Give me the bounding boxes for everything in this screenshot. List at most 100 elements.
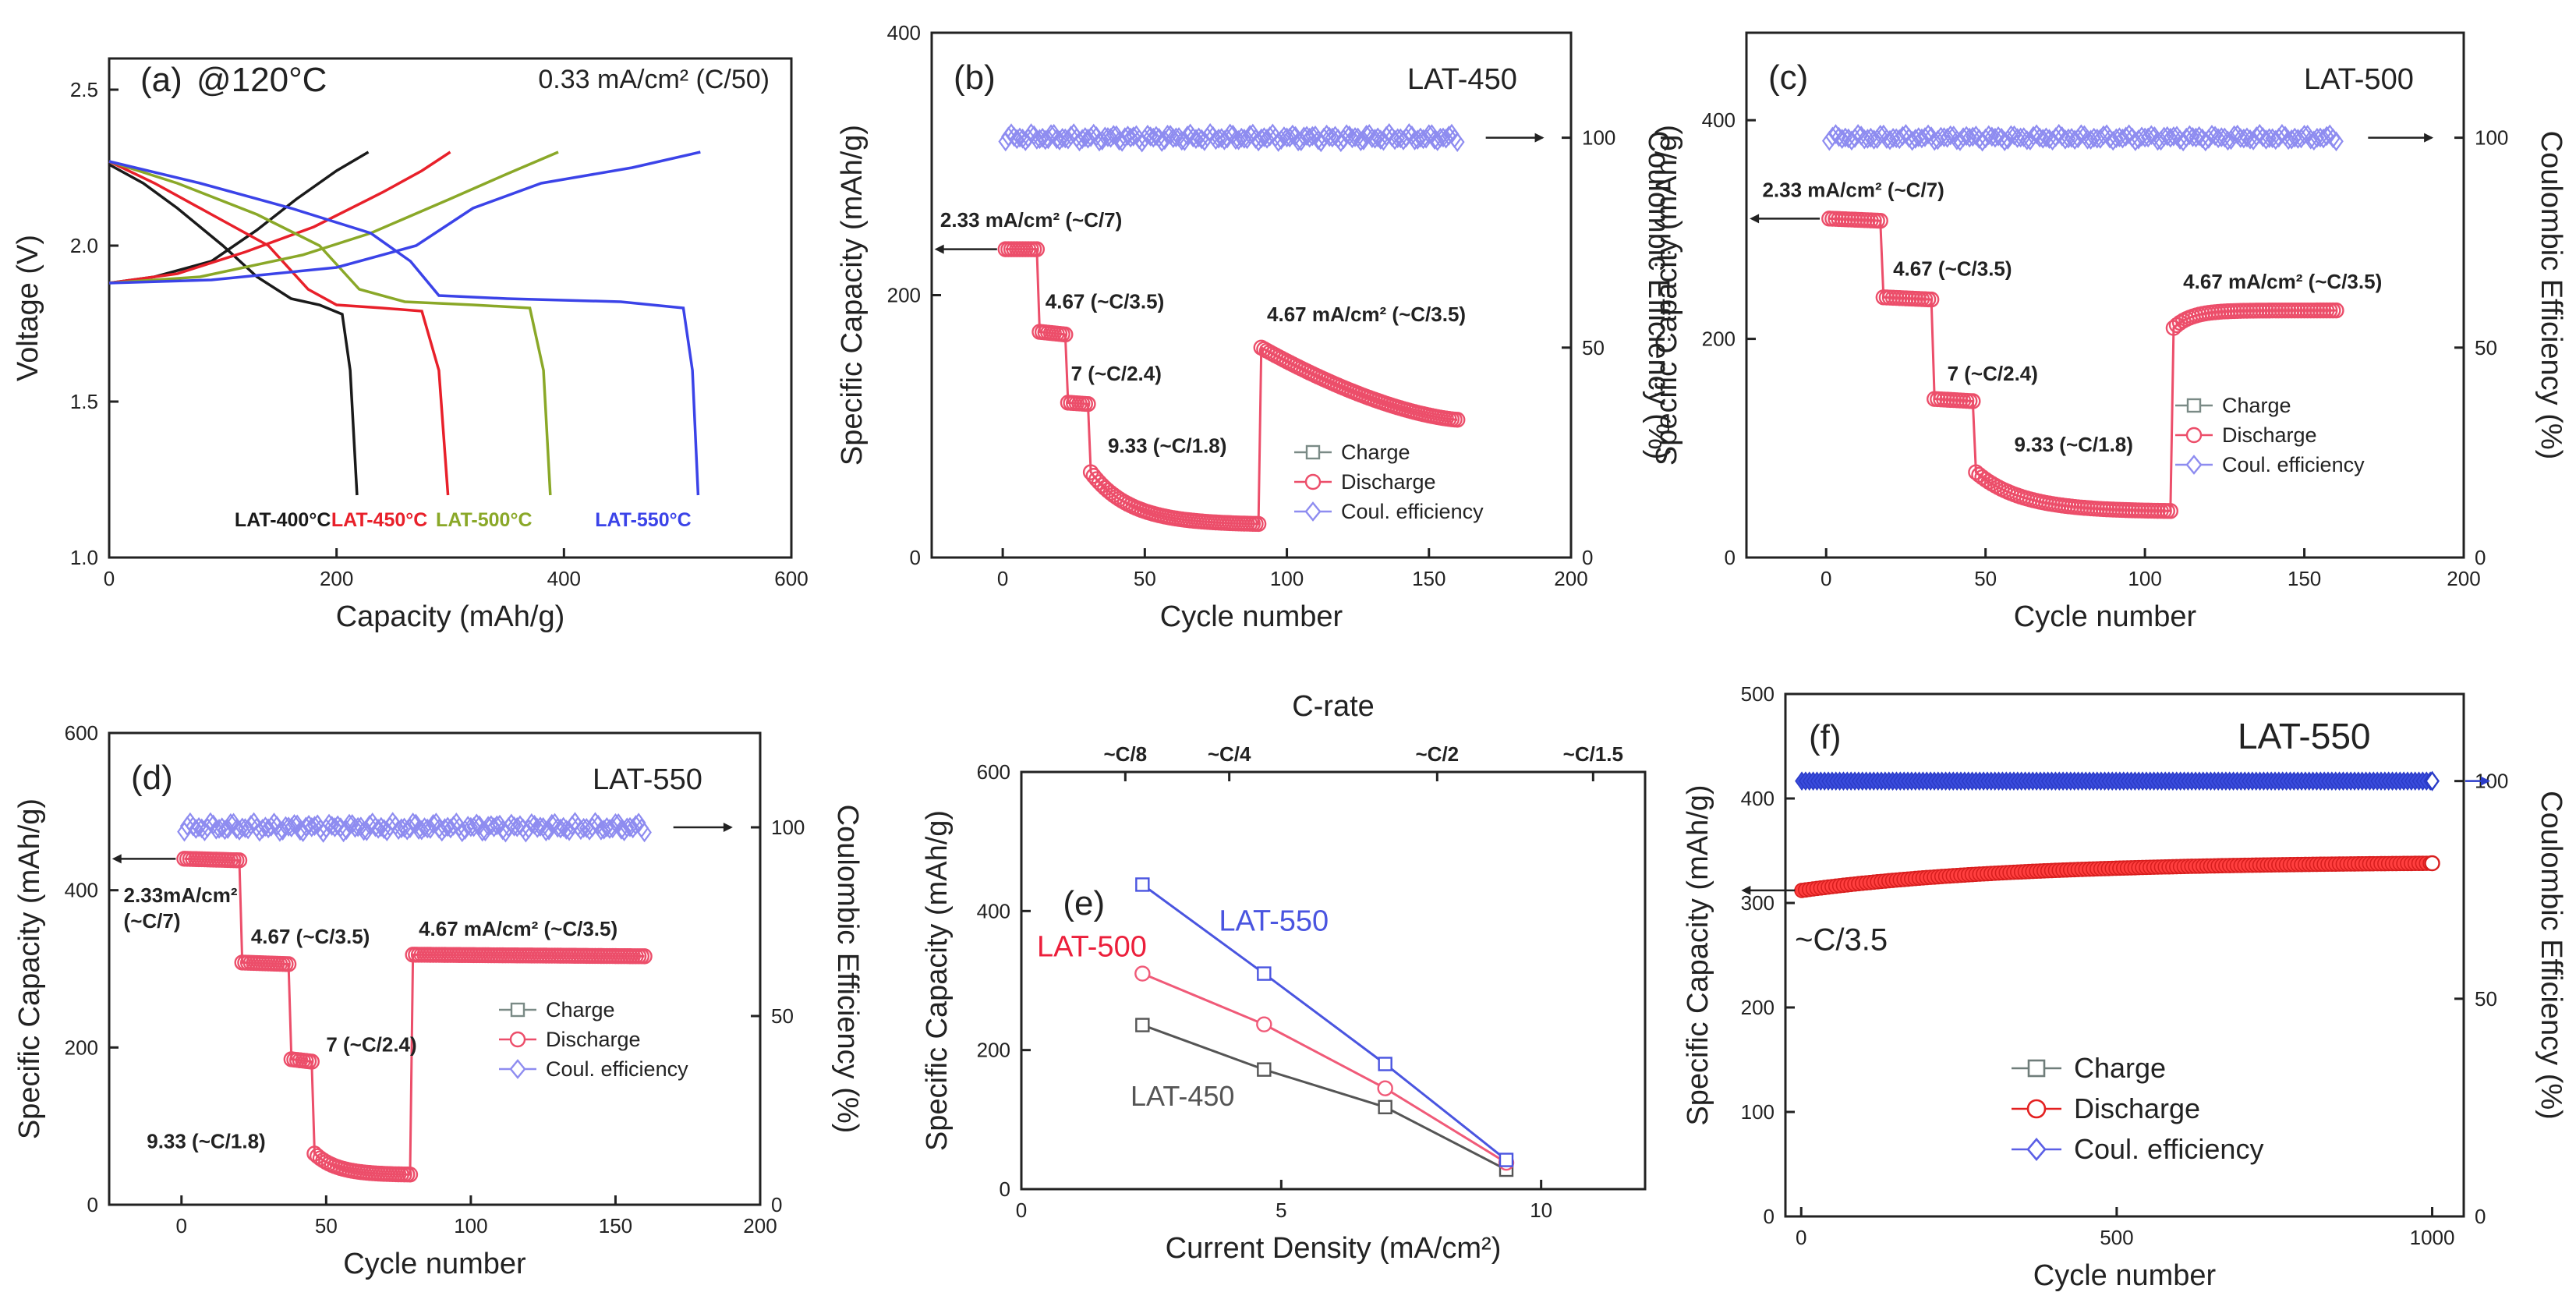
y-tick-label: 2.5 — [70, 78, 98, 101]
ce-marker — [541, 820, 557, 841]
ce-marker — [1185, 127, 1201, 148]
discharge-curve — [108, 163, 359, 496]
arrow-left-head — [111, 854, 122, 864]
legend-marker-circle — [2185, 427, 2203, 444]
ce-marker — [1177, 130, 1192, 151]
annotation: (~C/7) — [124, 909, 181, 933]
y-tick-label: 0 — [910, 546, 921, 569]
y-tick-label: 0 — [87, 1193, 98, 1216]
y-tick-label: 0 — [1725, 546, 1736, 569]
discharge-marker — [303, 1053, 320, 1070]
ce-marker — [1364, 128, 1380, 148]
x-axis-label: Cycle number — [2033, 1259, 2217, 1292]
annotation: 7 (~C/2.4) — [1948, 362, 2038, 385]
y-tick-label: 200 — [1702, 328, 1736, 351]
y-tick-label: 300 — [1741, 891, 1775, 915]
y-tick-label: 400 — [977, 899, 1010, 922]
ce-marker — [553, 818, 568, 839]
series-marker — [1135, 1018, 1150, 1032]
ce-marker — [2297, 124, 2312, 145]
annotation: 4.67 mA/cm² (~C/3.5) — [2183, 270, 2382, 293]
chart-title: LAT-550 — [2238, 716, 2370, 756]
ce-marker — [1825, 126, 1840, 147]
x-tick-label: 1000 — [2410, 1226, 2455, 1249]
y-tick-label: 200 — [887, 284, 921, 307]
series-marker — [1499, 1152, 1514, 1167]
ce-marker — [417, 817, 432, 837]
ce-marker — [1997, 131, 2012, 151]
ce-marker — [1148, 126, 1164, 147]
chart-title: LAT-500 — [2304, 63, 2414, 96]
annotation: 4.67 (~C/3.5) — [1046, 289, 1164, 313]
ce-marker — [1870, 129, 1885, 150]
y-axis-label: Specific Capacity (mAh/g) — [921, 810, 954, 1151]
x-axis-label: Cycle number — [1160, 600, 1343, 633]
panel-label: (a) — [140, 61, 182, 99]
x-tick-label: 10 — [1530, 1198, 1552, 1222]
y-axis-label: Specific Capacity (mAh/g) — [836, 125, 869, 466]
y-tick-label: 100 — [1741, 1100, 1775, 1124]
annotation: 2.33 mA/cm² (~C/7) — [940, 208, 1122, 232]
y2-tick-label: 100 — [771, 816, 805, 839]
plot-frame — [108, 731, 762, 1206]
chart-title: LAT-550 — [593, 763, 702, 796]
ce-marker — [1145, 127, 1161, 148]
ce-marker — [2259, 129, 2273, 150]
y2-tick-label: 0 — [771, 1193, 782, 1216]
panel-label: (c) — [1768, 58, 1808, 97]
ce-marker — [1174, 130, 1190, 151]
y2-axis-label: Coulombic Efficiency (%) — [1642, 131, 1675, 460]
discharge-marker — [402, 1167, 419, 1183]
ce-marker — [1180, 126, 1195, 146]
x-tick-label: 50 — [315, 1214, 338, 1237]
annotation: 4.67 (~C/3.5) — [1893, 257, 2012, 280]
ce-marker — [2274, 123, 2290, 144]
panel-label: (b) — [954, 58, 996, 97]
ce-marker — [2220, 130, 2235, 151]
discharge-marker — [231, 852, 248, 869]
ce-marker — [356, 820, 371, 841]
legend-label: Charge — [546, 998, 615, 1021]
y-tick-label: 400 — [65, 879, 98, 902]
ce-marker — [1368, 129, 1382, 149]
ce-marker — [1421, 124, 1437, 144]
chart-subtitle: 0.33 mA/cm² (C/50) — [538, 65, 770, 94]
ce-marker — [2051, 123, 2067, 144]
legend-marker-circle — [1304, 473, 1322, 490]
discharge-marker — [2162, 503, 2179, 519]
ce-marker — [1322, 126, 1337, 147]
ce-marker — [1427, 129, 1442, 150]
ce-marker — [1990, 126, 2006, 147]
y-tick-label: 0 — [1000, 1177, 1010, 1201]
x-tick-label: 150 — [1412, 567, 1445, 590]
ce-marker — [1293, 131, 1309, 151]
legend-label: Charge — [1341, 441, 1410, 464]
x-axis-label: Capacity (mAh/g) — [336, 600, 565, 633]
chart-title: @120°C — [196, 61, 327, 99]
top-tick-label: ~C/8 — [1104, 742, 1148, 766]
ce-marker — [1083, 126, 1099, 147]
legend-label: Discharge — [2222, 423, 2317, 447]
chart-title: LAT-450 — [1407, 63, 1517, 96]
ce-marker — [402, 818, 418, 838]
series-label: LAT-500°C — [436, 509, 532, 531]
ce-marker — [1302, 127, 1318, 148]
y-tick-label: 0 — [1764, 1205, 1775, 1228]
legend-marker-square — [2027, 1059, 2046, 1078]
annotation: 2.33 mA/cm² (~C/7) — [1762, 178, 1944, 201]
discharge-marker — [1923, 291, 1940, 308]
ce-marker — [2249, 126, 2264, 147]
x-tick-label: 200 — [743, 1214, 777, 1237]
ce-marker — [529, 817, 545, 838]
discharge-marker — [1449, 412, 1466, 428]
ce-marker — [614, 820, 629, 840]
ce-marker — [223, 813, 239, 834]
ce-marker — [260, 818, 276, 839]
ce-marker — [255, 819, 271, 839]
ce-marker — [550, 817, 565, 838]
series-line — [1141, 972, 1507, 1164]
ce-marker — [348, 817, 363, 838]
x-axis-label: Current Density (mA/cm²) — [1166, 1232, 1502, 1265]
ce-marker — [278, 816, 293, 837]
